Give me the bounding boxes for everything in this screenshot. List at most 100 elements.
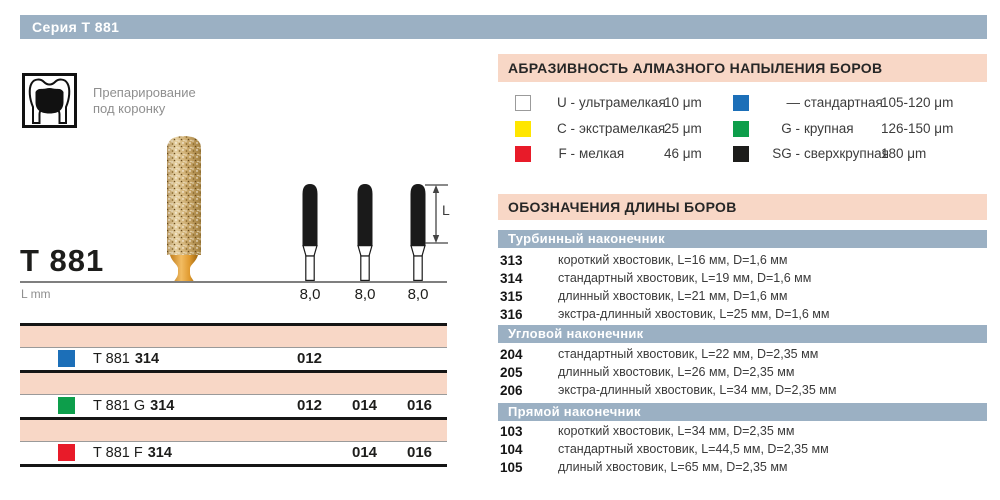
length-row: 205 длинный хвостовик, L=26 мм, D=2,35 м… bbox=[498, 364, 987, 381]
legend-name: крупная bbox=[804, 121, 854, 136]
legend-value: 180 μm bbox=[881, 146, 927, 161]
bur-silhouette-1 bbox=[300, 184, 320, 281]
bur-silhouette-2 bbox=[355, 184, 375, 281]
table-row: T 881 F 314 014 016 bbox=[20, 442, 447, 464]
section-header-angle: Угловой наконечник bbox=[498, 325, 987, 343]
legend-name: ультрамелкая bbox=[579, 95, 666, 110]
color-swatch-blue bbox=[58, 350, 75, 367]
legend-name: мелкая bbox=[579, 146, 625, 161]
length-desc: длинный хвостовик, L=21 мм, D=1,6 мм bbox=[558, 289, 788, 303]
table-thin-line bbox=[20, 441, 447, 442]
length-code: 315 bbox=[500, 289, 523, 304]
legend-code: C - bbox=[557, 121, 575, 136]
length-code: 314 bbox=[500, 271, 523, 286]
tooth-crown-icon bbox=[22, 73, 77, 128]
length-code: 206 bbox=[500, 383, 523, 398]
product-size: 012 bbox=[297, 397, 323, 414]
length-code: 105 bbox=[500, 460, 523, 475]
legend-item: SG - сверхкрупная 180 μm bbox=[733, 144, 993, 164]
length-desc: длиный хвостовик, L=65 мм, D=2,35 мм bbox=[558, 460, 788, 474]
legend-swatch-green bbox=[733, 121, 749, 137]
legend-code: U - bbox=[557, 95, 575, 110]
table-line bbox=[20, 370, 447, 373]
legend-name: экстрамелкая bbox=[579, 121, 666, 136]
shank-size-label-2: 8,0 bbox=[354, 286, 376, 303]
table-line bbox=[20, 464, 447, 467]
legend-swatch-red bbox=[515, 146, 531, 162]
product-size: 014 bbox=[352, 397, 378, 414]
section-header-straight: Прямой наконечник bbox=[498, 403, 987, 421]
shank-size-label-3: 8,0 bbox=[407, 286, 429, 303]
model-title: T 881 bbox=[20, 243, 105, 278]
legend-value: 105-120 μm bbox=[881, 95, 954, 110]
length-desc: стандартный хвостовик, L=19 мм, D=1,6 мм bbox=[558, 271, 812, 285]
legend-code: SG - bbox=[772, 146, 800, 161]
length-row: 103 короткий хвостовик, L=34 мм, D=2,35 … bbox=[498, 423, 987, 440]
length-desc: короткий хвостовик, L=16 мм, D=1,6 мм bbox=[558, 253, 788, 267]
length-row: 204 стандартный хвостовик, L=22 мм, D=2,… bbox=[498, 346, 987, 363]
legend-code: — bbox=[786, 95, 801, 110]
product-name: T 881 314 bbox=[93, 351, 160, 367]
application-label-line1: Препарирование bbox=[93, 85, 196, 100]
table-thin-line bbox=[20, 347, 447, 348]
length-dimension-arrow-icon bbox=[425, 182, 449, 246]
table-row: T 881 314 012 bbox=[20, 348, 447, 370]
table-thin-line bbox=[20, 394, 447, 395]
length-desc: экстра-длинный хвостовик, L=34 мм, D=2,3… bbox=[558, 383, 837, 397]
length-row: 206 экстра-длинный хвостовик, L=34 мм, D… bbox=[498, 382, 987, 399]
table-line bbox=[20, 323, 447, 326]
table-row: T 881 G 314 012 014 016 bbox=[20, 395, 447, 417]
length-row: 315 длинный хвостовик, L=21 мм, D=1,6 мм bbox=[498, 288, 987, 305]
length-code: 204 bbox=[500, 347, 523, 362]
bur-photo bbox=[164, 135, 204, 282]
length-desc: экстра-длинный хвостовик, L=25 мм, D=1,6… bbox=[558, 307, 830, 321]
length-desc: стандартный хвостовик, L=22 мм, D=2,35 м… bbox=[558, 347, 819, 361]
legend-swatch-blue bbox=[733, 95, 749, 111]
length-code: 316 bbox=[500, 307, 523, 322]
legend-value: 10 μm bbox=[664, 95, 702, 110]
bur-silhouette-3 bbox=[408, 184, 428, 281]
legend-swatch-black bbox=[733, 146, 749, 162]
color-swatch-green bbox=[58, 397, 75, 414]
application-label: Препарирование под коронку bbox=[93, 85, 196, 117]
legend-item: U - ультрамелкая 10 μm bbox=[515, 93, 775, 113]
series-header: Серия Т 881 bbox=[20, 15, 987, 39]
table-band bbox=[20, 420, 447, 441]
length-row: 105 длиный хвостовик, L=65 мм, D=2,35 мм bbox=[498, 459, 987, 476]
legend-code: G - bbox=[781, 121, 800, 136]
legend-swatch-white bbox=[515, 95, 531, 111]
application-label-line2: под коронку bbox=[93, 101, 166, 116]
abrasiveness-header: АБРАЗИВНОСТЬ АЛМАЗНОГО НАПЫЛЕНИЯ БОРОВ bbox=[498, 54, 987, 82]
length-row: 313 короткий хвостовик, L=16 мм, D=1,6 м… bbox=[498, 252, 987, 269]
shank-size-label-1: 8,0 bbox=[299, 286, 321, 303]
length-row: 104 стандартный хвостовик, L=44,5 мм, D=… bbox=[498, 441, 987, 458]
product-size: 016 bbox=[407, 444, 433, 461]
unit-label: L mm bbox=[21, 287, 51, 301]
length-row: 314 стандартный хвостовик, L=19 мм, D=1,… bbox=[498, 270, 987, 287]
length-code: 104 bbox=[500, 442, 523, 457]
length-row: 316 экстра-длинный хвостовик, L=25 мм, D… bbox=[498, 306, 987, 323]
product-name: T 881 G 314 bbox=[93, 398, 175, 414]
legend-value: 25 μm bbox=[664, 121, 702, 136]
product-size: 016 bbox=[407, 397, 433, 414]
length-code: 205 bbox=[500, 365, 523, 380]
product-name: T 881 F 314 bbox=[93, 445, 172, 461]
product-size: 014 bbox=[352, 444, 378, 461]
length-code: 103 bbox=[500, 424, 523, 439]
legend-item: G - крупная 126-150 μm bbox=[733, 119, 993, 139]
legend-code: F - bbox=[558, 146, 576, 161]
table-band bbox=[20, 326, 447, 347]
legend-value: 46 μm bbox=[664, 146, 702, 161]
section-header-turbine: Турбинный наконечник bbox=[498, 230, 987, 248]
legend-item: C - экстрамелкая 25 μm bbox=[515, 119, 775, 139]
panel-divider-line bbox=[20, 281, 447, 283]
legend-item: F - мелкая 46 μm bbox=[515, 144, 775, 164]
length-desc: стандартный хвостовик, L=44,5 мм, D=2,35… bbox=[558, 442, 829, 456]
legend-name: стандартная bbox=[804, 95, 883, 110]
dimension-label: L bbox=[442, 202, 450, 218]
legend-swatch-yellow bbox=[515, 121, 531, 137]
length-desc: короткий хвостовик, L=34 мм, D=2,35 мм bbox=[558, 424, 795, 438]
table-line bbox=[20, 417, 447, 420]
legend-name: сверхкрупная bbox=[804, 146, 889, 161]
